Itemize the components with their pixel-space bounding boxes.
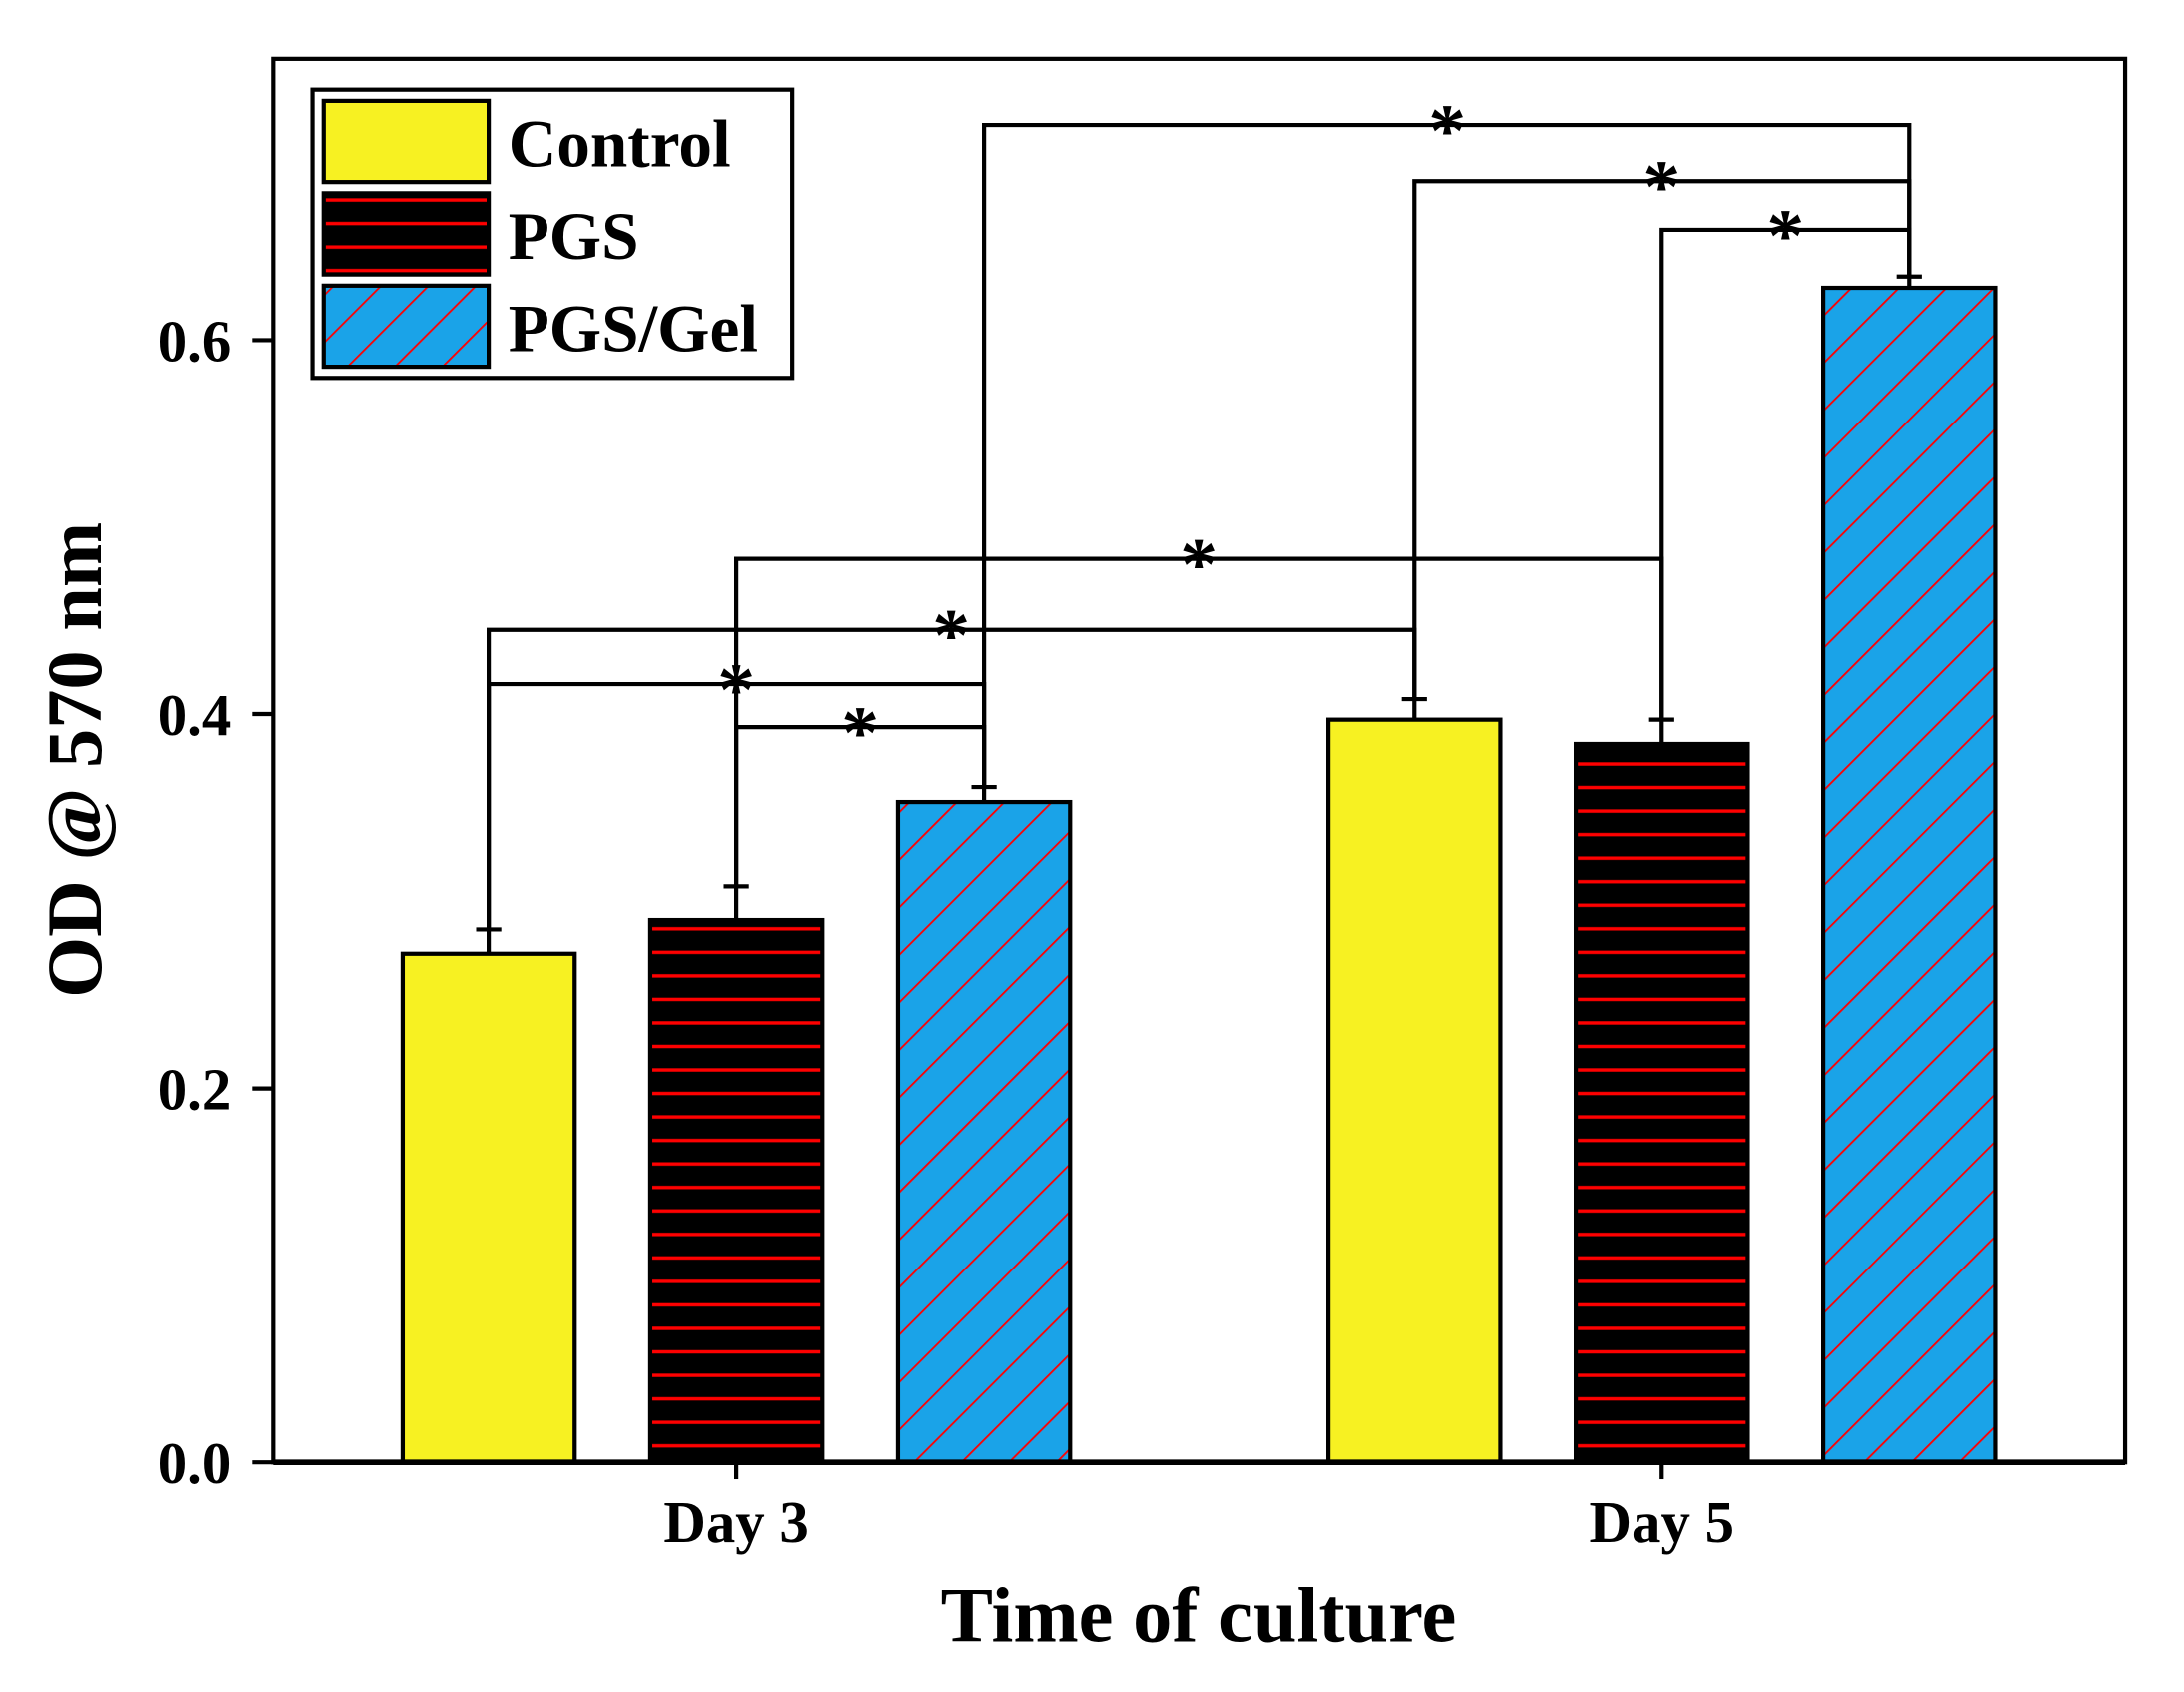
x-axis-label: Time of culture	[941, 1572, 1457, 1659]
significance-star: *	[1766, 195, 1804, 278]
legend-label: Control	[509, 107, 731, 182]
significance-star: *	[1428, 90, 1466, 173]
significance-star: *	[717, 649, 755, 732]
significance-bracket	[1659, 227, 1912, 720]
significance-bracket	[734, 556, 1664, 887]
significance-star: *	[932, 595, 970, 678]
y-tick-label: 0.0	[158, 1431, 232, 1496]
significance-star: *	[1180, 523, 1218, 606]
y-tick-label: 0.2	[158, 1058, 232, 1123]
significance-star: *	[841, 692, 879, 775]
legend-swatch	[321, 191, 492, 277]
legend: Control PGS PGS/Gel	[310, 87, 795, 381]
legend-label: PGS	[509, 199, 639, 274]
significance-star: *	[1642, 146, 1680, 229]
x-tick-label: Day 5	[1590, 1490, 1734, 1555]
y-axis-label: OD @ 570 nm	[31, 522, 118, 998]
x-tick-label: Day 3	[663, 1490, 808, 1555]
legend-swatch	[321, 283, 492, 370]
bar-control-day-3	[400, 951, 577, 1465]
bar-control-day-5	[1325, 717, 1503, 1465]
y-tick-label: 0.6	[158, 309, 232, 374]
legend-swatch	[321, 98, 492, 185]
bar-pgs-day-5	[1573, 741, 1750, 1465]
legend-label: PGS/Gel	[509, 292, 758, 367]
significance-bracket	[734, 725, 987, 887]
y-tick-label: 0.4	[158, 683, 232, 748]
bar-pgs-day-3	[647, 917, 825, 1465]
bar-pgs-gel-day-3	[895, 799, 1073, 1465]
bar-pgs-gel-day-5	[1821, 285, 1998, 1465]
